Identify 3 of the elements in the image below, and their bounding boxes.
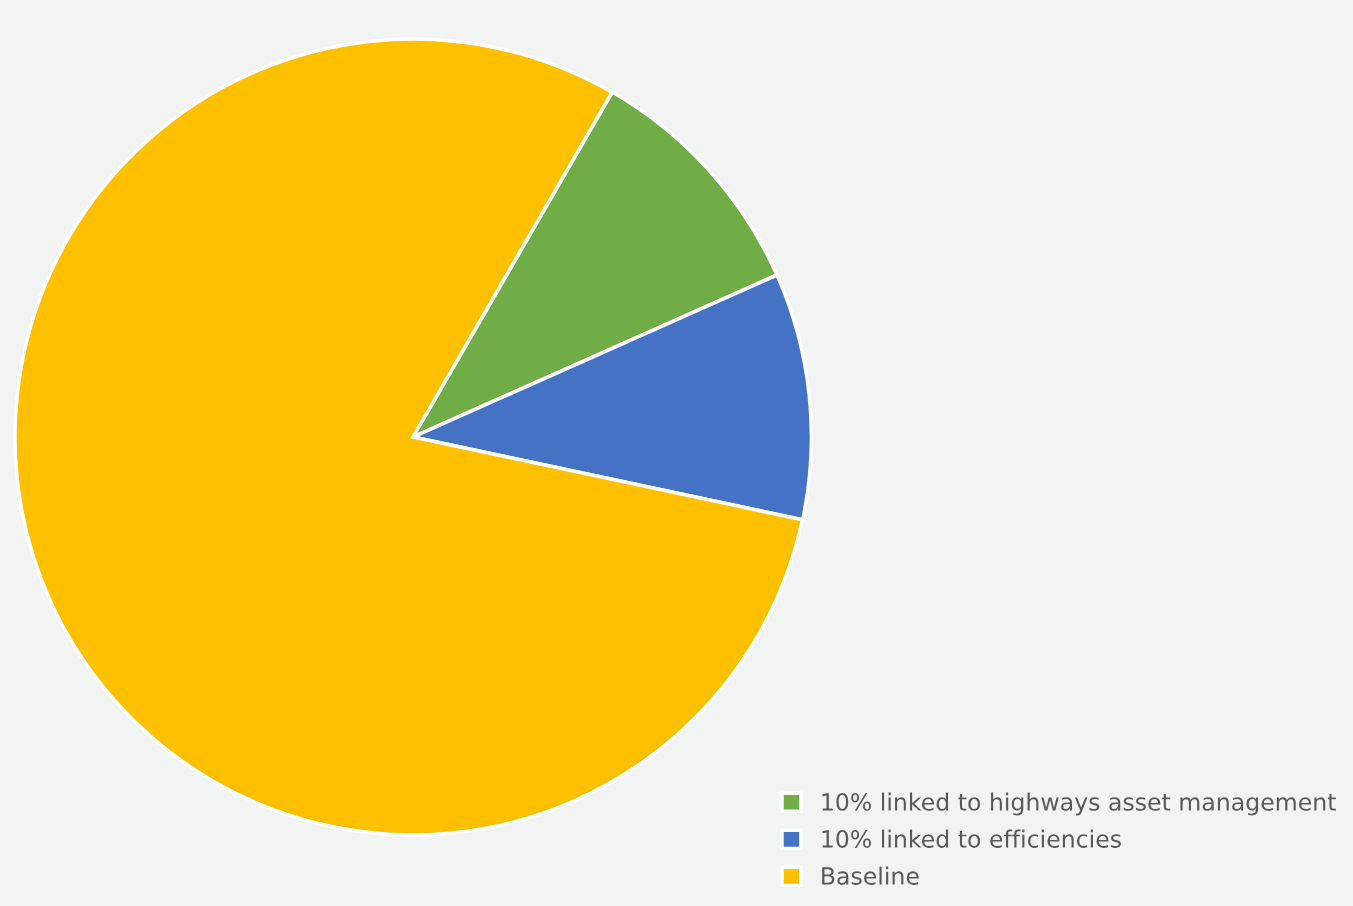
legend-label: Baseline (822, 866, 919, 885)
legend-label: 10% linked to highways asset management (822, 792, 1336, 816)
legend-label: 10% linked to efficiencies (822, 829, 1121, 848)
